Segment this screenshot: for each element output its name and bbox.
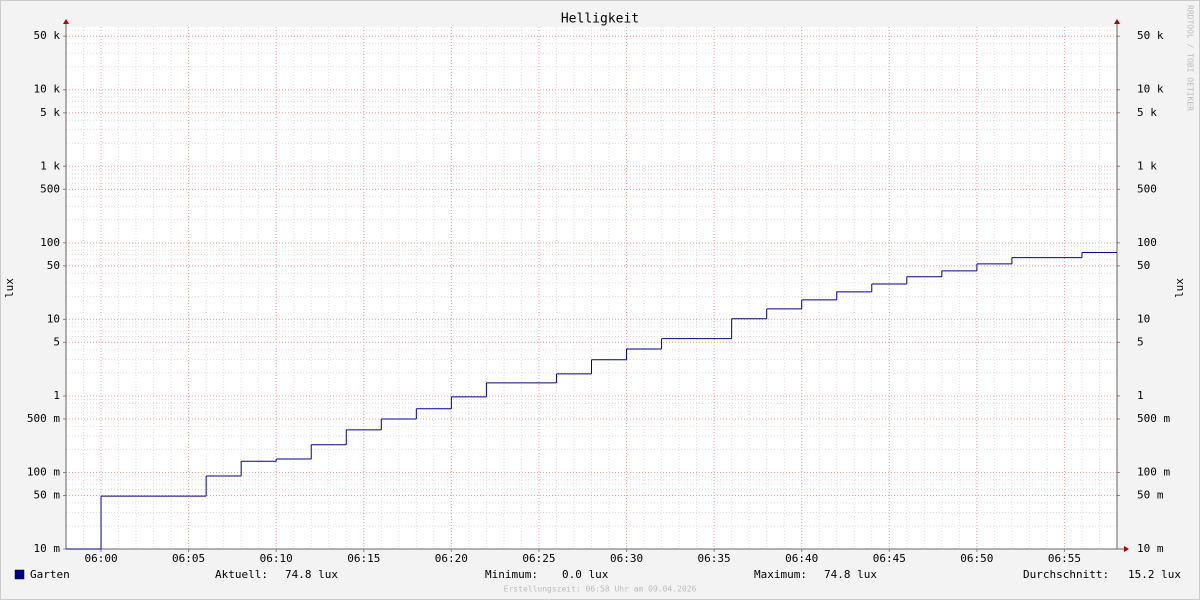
y-tick-label: 100: [40, 236, 60, 249]
stat-label: Maximum:: [754, 568, 807, 581]
x-tick-label: 06:25: [522, 552, 555, 565]
y-tick-label: 100 m: [27, 465, 60, 478]
y-tick-label: 10: [47, 312, 60, 325]
y2-tick-label: 10: [1137, 312, 1150, 325]
watermark: RRDTOOL / TOBI OETIKER: [1186, 5, 1195, 111]
stat-value: 74.8 lux: [824, 568, 877, 581]
axis-arrow: [63, 19, 69, 24]
stat-value: 0.0 lux: [562, 568, 609, 581]
x-tick-label: 06:15: [347, 552, 380, 565]
y-tick-label: 10 m: [34, 542, 61, 555]
y2-tick-label: 50: [1137, 259, 1150, 272]
y-tick-label: 500 m: [27, 412, 60, 425]
y2-tick-label: 10 m: [1137, 542, 1164, 555]
y2-tick-label: 100: [1137, 236, 1157, 249]
y2-tick-label: 50 m: [1137, 488, 1164, 501]
x-tick-label: 06:05: [172, 552, 205, 565]
axis-arrow: [1114, 19, 1120, 24]
y2-tick-label: 1 k: [1137, 159, 1157, 172]
y2-tick-label: 50 k: [1137, 29, 1164, 42]
legend-label: Garten: [30, 568, 70, 581]
y2-tick-label: 1: [1137, 389, 1144, 402]
stat-label: Durchschnitt:: [1023, 568, 1109, 581]
x-tick-label: 06:20: [435, 552, 468, 565]
x-tick-label: 06:40: [785, 552, 818, 565]
stat-value: 74.8 lux: [285, 568, 338, 581]
y-tick-label: 5 k: [40, 106, 60, 119]
y-tick-label: 10 k: [34, 83, 61, 96]
y2-axis-label: lux: [1173, 278, 1186, 298]
legend-swatch: [14, 569, 25, 580]
y2-tick-label: 100 m: [1137, 465, 1170, 478]
stat-value: 15.2 lux: [1128, 568, 1181, 581]
stat-label: Aktuell:: [215, 568, 268, 581]
y-tick-label: 1 k: [40, 159, 60, 172]
x-tick-label: 06:50: [960, 552, 993, 565]
x-tick-label: 06:00: [84, 552, 117, 565]
y2-tick-label: 500: [1137, 182, 1157, 195]
x-tick-label: 06:35: [698, 552, 731, 565]
y-tick-label: 5: [53, 335, 60, 348]
axis-arrow: [1124, 546, 1129, 552]
x-tick-label: 06:30: [610, 552, 643, 565]
y-tick-label: 50 m: [34, 488, 61, 501]
y2-tick-label: 500 m: [1137, 412, 1170, 425]
chart-title: Helligkeit: [561, 12, 639, 27]
y-axis-label: lux: [3, 278, 16, 298]
x-tick-label: 06:55: [1048, 552, 1081, 565]
y2-tick-label: 10 k: [1137, 83, 1164, 96]
y-tick-label: 50 k: [34, 29, 61, 42]
y-tick-label: 1: [53, 389, 60, 402]
stat-label: Minimum:: [485, 568, 538, 581]
y2-tick-label: 5 k: [1137, 106, 1157, 119]
y-tick-label: 50: [47, 259, 60, 272]
x-tick-label: 06:10: [260, 552, 293, 565]
y2-tick-label: 5: [1137, 335, 1144, 348]
footer: Erstellungszeit: 06:58 Uhr am 09.04.2026: [504, 585, 697, 594]
x-tick-label: 06:45: [873, 552, 906, 565]
y-tick-label: 500: [40, 182, 60, 195]
